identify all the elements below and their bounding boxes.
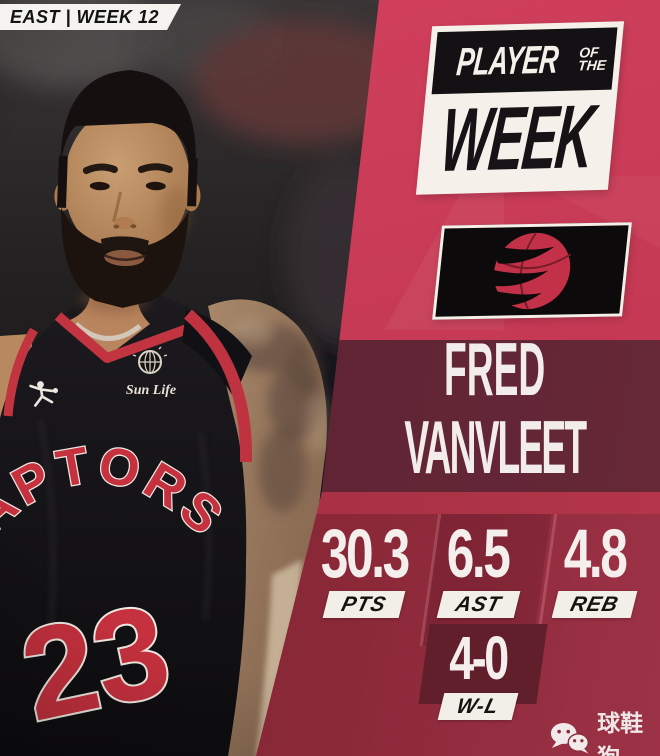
stat-assists-label: AST [452, 593, 504, 616]
last-name-text: VANVLEET [404, 405, 588, 490]
stat-assists: 6.5 AST [416, 516, 540, 618]
divider-strip [256, 492, 660, 514]
stat-assists-value: 6.5 [447, 516, 511, 593]
logo-the: THE [577, 56, 607, 74]
stat-rebounds: 4.8 REB [533, 516, 657, 618]
stat-record-value: 4-0 [449, 622, 509, 693]
stat-record-tag: W-L [437, 693, 519, 720]
stat-rebounds-value: 4.8 [564, 516, 628, 593]
stat-record: 4-0 W-L [416, 622, 540, 720]
stat-record-label: W-L [454, 695, 502, 718]
raptors-ball-icon [484, 232, 572, 310]
week-badge: EAST | WEEK 12 [0, 4, 181, 30]
logo-week-text: WEEK [436, 85, 598, 191]
stat-rebounds-tag: REB [551, 591, 639, 618]
logo-week-row: WEEK [423, 86, 612, 191]
watermark: 球鞋狗 [550, 704, 660, 756]
stat-assists-tag: AST [436, 591, 520, 618]
stat-points-value: 30.3 [320, 516, 410, 593]
player-last-name: VANVLEET [345, 410, 645, 485]
stat-points: 30.3 PTS [302, 516, 426, 618]
stat-rebounds-label: REB [568, 593, 622, 616]
logo-player-text: PLAYER [454, 37, 560, 84]
stat-points-label: PTS [339, 593, 389, 616]
wechat-icon [550, 722, 589, 754]
logo-of-the-text: OF THE [577, 44, 608, 74]
raptors-logo-box [432, 222, 632, 320]
watermark-text: 球鞋狗 [597, 711, 644, 756]
player-first-name: FRED [345, 332, 645, 407]
stat-points-tag: PTS [322, 591, 406, 618]
player-of-the-week-logo: PLAYER OF THE WEEK [415, 21, 625, 195]
first-name-text: FRED [444, 327, 546, 412]
